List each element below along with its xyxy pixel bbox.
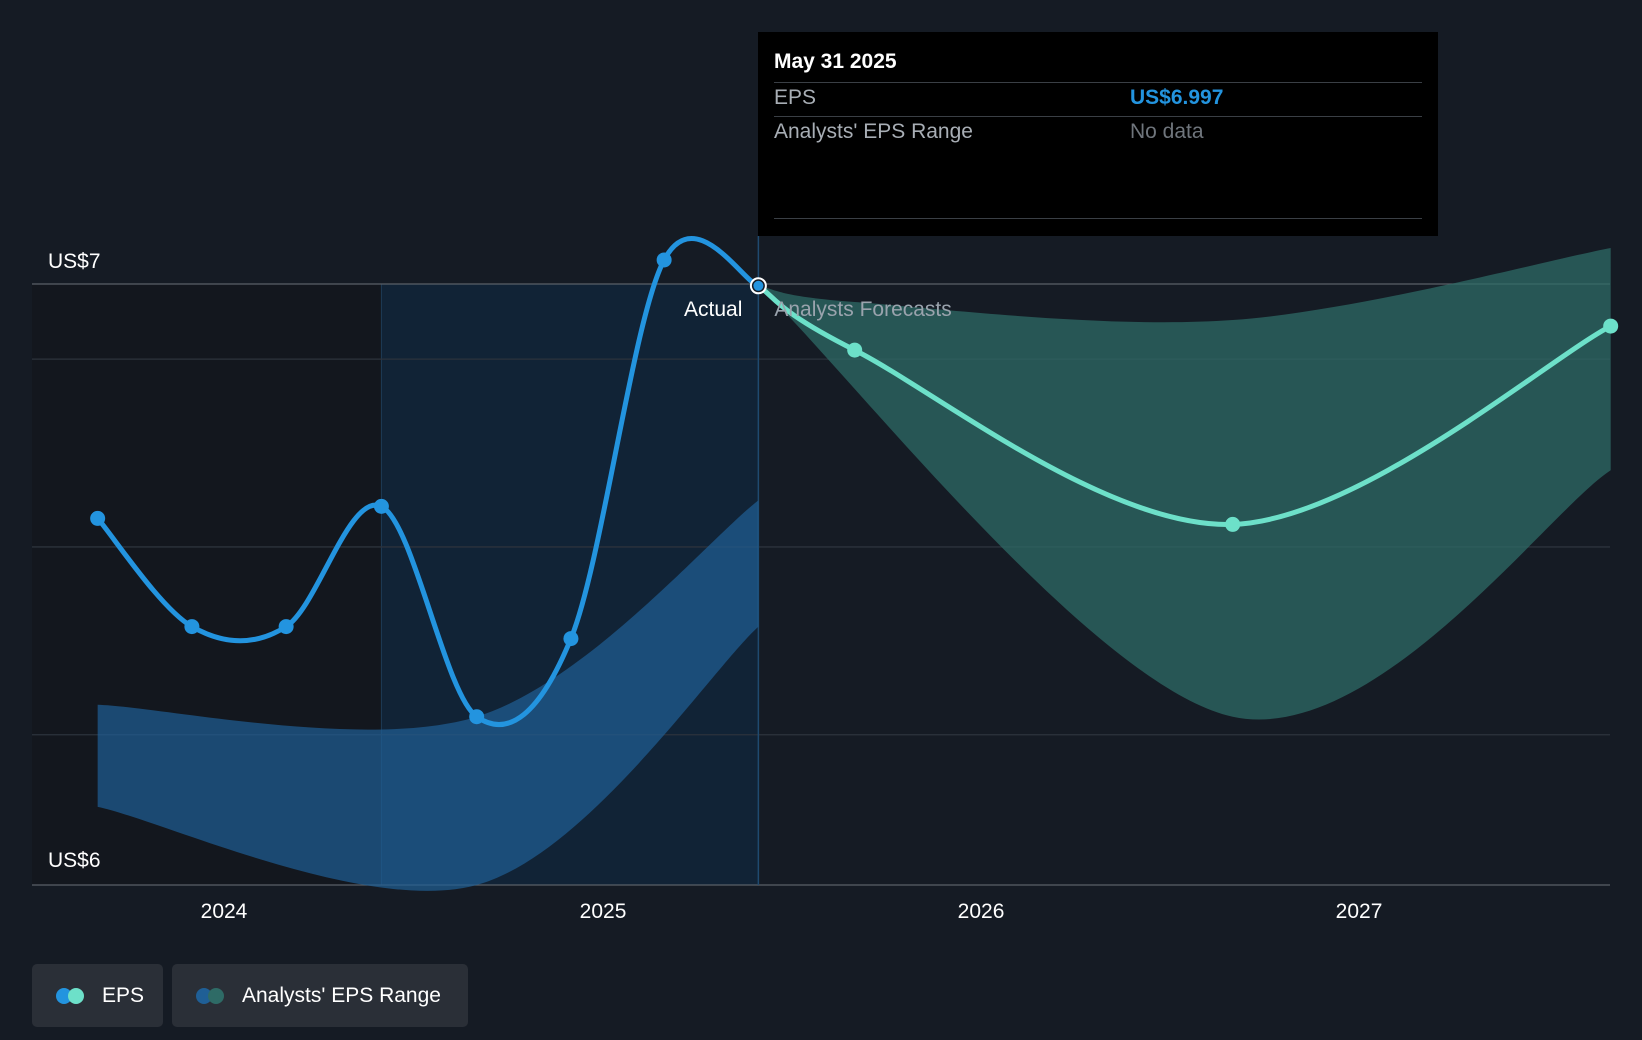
eps-point-actual[interactable] — [656, 252, 672, 268]
tooltip-divider — [774, 82, 1422, 83]
legend-item-eps-range[interactable]: Analysts' EPS Range — [172, 964, 468, 1027]
x-tick-label: 2027 — [1336, 900, 1383, 923]
tooltip-divider — [774, 116, 1422, 117]
eps-line-actual — [95, 236, 761, 728]
eps-line-forecast — [755, 283, 1614, 527]
tooltip-date: May 31 2025 — [774, 50, 897, 73]
hover-tooltip: May 31 2025 EPS US$6.997 Analysts' EPS R… — [758, 32, 1438, 236]
x-tick-label: 2026 — [958, 900, 1005, 923]
x-tick-label: 2024 — [201, 900, 248, 923]
actual-period-label: Actual — [684, 298, 742, 321]
eps-point-actual[interactable] — [563, 631, 579, 647]
y-axis-max-label: US$7 — [48, 250, 101, 273]
eps-range-legend-icon — [196, 987, 226, 1004]
eps-legend-icon — [56, 987, 86, 1004]
eps-point-hovered-core — [753, 280, 764, 291]
legend-label: Analysts' EPS Range — [242, 983, 441, 1007]
eps-point-actual[interactable] — [184, 619, 200, 635]
tooltip-eps-value: US$6.997 — [1130, 86, 1224, 109]
tooltip-divider — [774, 218, 1422, 219]
eps-point-actual[interactable] — [469, 709, 485, 725]
eps-range-band-actual — [97, 500, 759, 891]
tooltip-range-value: No data — [1130, 120, 1204, 143]
legend-item-eps[interactable]: EPS — [32, 964, 163, 1027]
x-tick-label: 2025 — [580, 900, 627, 923]
eps-point-forecast[interactable] — [1603, 318, 1619, 334]
eps-point-actual[interactable] — [278, 619, 294, 635]
y-axis-min-label: US$6 — [48, 849, 101, 872]
tooltip-eps-label: EPS — [774, 86, 817, 109]
eps-point-actual[interactable] — [373, 498, 389, 514]
forecast-period-label: Analysts Forecasts — [774, 298, 951, 321]
legend-label: EPS — [102, 983, 145, 1007]
tooltip-range-label: Analysts' EPS Range — [774, 120, 973, 143]
eps-point-forecast[interactable] — [1225, 516, 1241, 532]
eps-point-forecast[interactable] — [847, 342, 863, 358]
eps-range-band-forecast — [758, 247, 1611, 720]
eps-point-actual[interactable] — [90, 510, 106, 526]
